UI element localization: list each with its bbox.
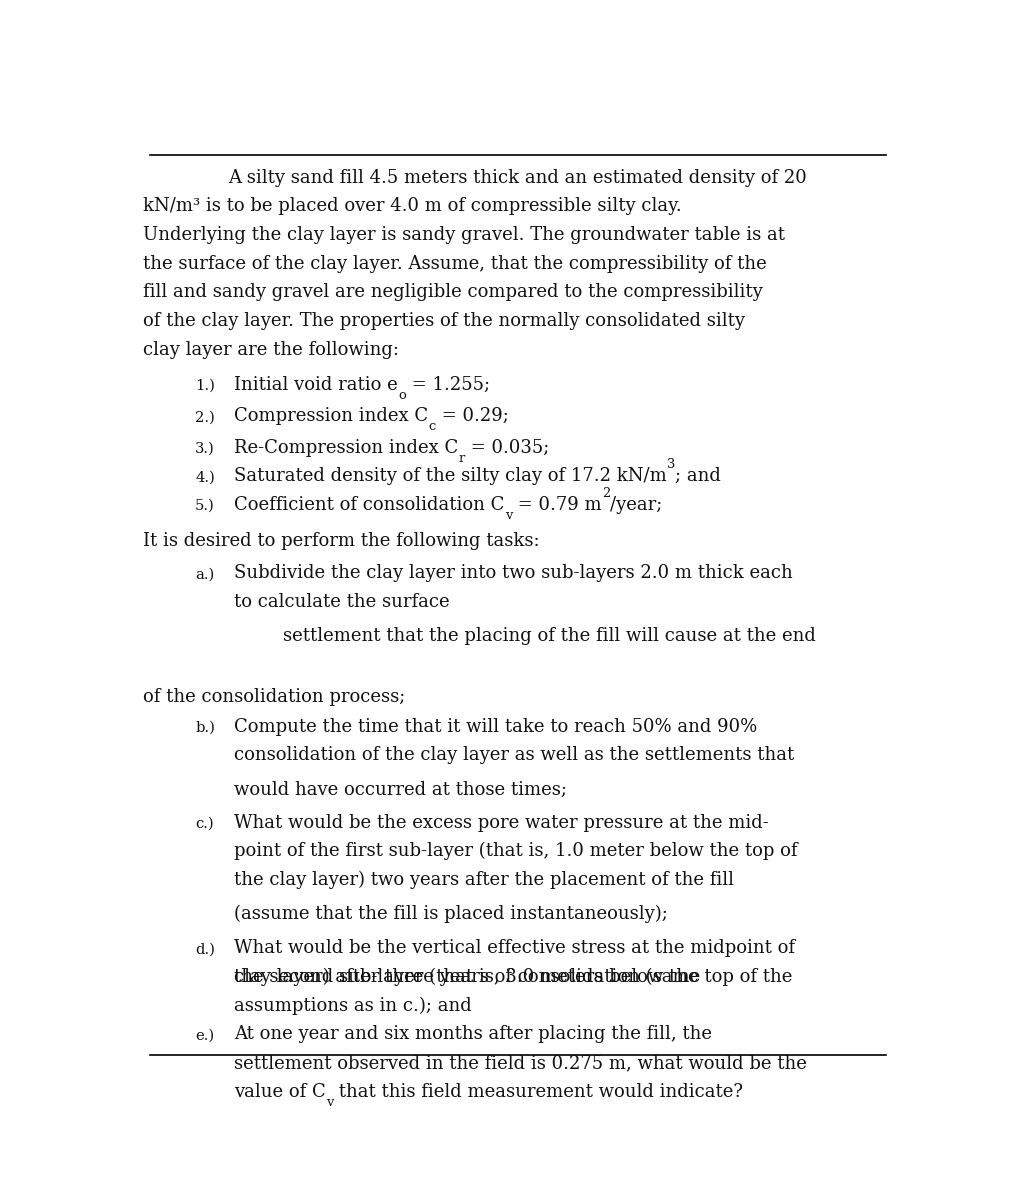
Text: d.): d.) [195,942,215,956]
Text: assumptions as in c.); and: assumptions as in c.); and [234,996,472,1015]
Text: = 1.255;: = 1.255; [406,376,490,394]
Text: /year;: /year; [610,496,663,514]
Text: It is desired to perform the following tasks:: It is desired to perform the following t… [143,532,540,550]
Text: kN/m³ is to be placed over 4.0 m of compressible silty clay.: kN/m³ is to be placed over 4.0 m of comp… [143,198,682,216]
Text: 3: 3 [667,458,676,472]
Text: fill and sandy gravel are negligible compared to the compressibility: fill and sandy gravel are negligible com… [143,283,764,301]
Text: What would be the excess pore water pressure at the mid-: What would be the excess pore water pres… [234,814,769,832]
Text: of the consolidation process;: of the consolidation process; [143,688,406,706]
Text: clay layer are the following:: clay layer are the following: [143,341,400,359]
Text: At one year and six months after placing the fill, the: At one year and six months after placing… [234,1025,712,1043]
Text: r: r [459,452,465,464]
Text: = 0.79 m: = 0.79 m [512,496,602,514]
Text: Saturated density of the silty clay of 17.2 kN/m: Saturated density of the silty clay of 1… [234,467,667,485]
Text: the second sub-layer (that is, 3.0 meters below the top of the: the second sub-layer (that is, 3.0 meter… [234,968,793,986]
Text: (assume that the fill is placed instantaneously);: (assume that the fill is placed instanta… [234,905,669,923]
Text: Compute the time that it will take to reach 50% and 90%: Compute the time that it will take to re… [234,718,758,736]
Text: 3.): 3.) [195,442,215,456]
Text: o: o [398,389,406,402]
Text: would have occurred at those times;: would have occurred at those times; [234,780,568,798]
Text: = 0.29;: = 0.29; [435,407,508,425]
Text: Subdivide the clay layer into two sub-layers 2.0 m thick each: Subdivide the clay layer into two sub-la… [234,564,793,582]
Text: the surface of the clay layer. Assume, that the compressibility of the: the surface of the clay layer. Assume, t… [143,254,768,272]
Text: consolidation of the clay layer as well as the settlements that: consolidation of the clay layer as well … [234,746,795,764]
Text: b.): b.) [195,721,215,734]
Text: value of C: value of C [234,1082,326,1100]
Text: What would be the vertical effective stress at the midpoint of: What would be the vertical effective str… [234,940,795,958]
Text: v: v [505,509,512,522]
Text: c.): c.) [195,817,214,830]
Text: Re-Compression index C: Re-Compression index C [234,439,459,457]
Text: A silty sand fill 4.5 meters thick and an estimated density of 20: A silty sand fill 4.5 meters thick and a… [228,169,807,187]
Text: 2.): 2.) [195,410,215,425]
Text: 4.): 4.) [195,470,215,485]
Text: that this field measurement would indicate?: that this field measurement would indica… [333,1082,743,1100]
Text: of the clay layer. The properties of the normally consolidated silty: of the clay layer. The properties of the… [143,312,745,330]
Text: point of the first sub-layer (that is, 1.0 meter below the top of: point of the first sub-layer (that is, 1… [234,842,798,860]
Text: a.): a.) [195,568,214,581]
Text: Initial void ratio e: Initial void ratio e [234,376,398,394]
Text: settlement observed in the field is 0.275 m, what would be the: settlement observed in the field is 0.27… [234,1054,807,1072]
Text: Coefficient of consolidation C: Coefficient of consolidation C [234,496,505,514]
Text: the clay layer) two years after the placement of the fill: the clay layer) two years after the plac… [234,871,734,889]
Text: c: c [428,420,435,433]
Text: 1.): 1.) [195,379,215,392]
Text: = 0.035;: = 0.035; [465,439,549,457]
Text: 2: 2 [602,487,610,500]
Text: settlement that the placing of the fill will cause at the end: settlement that the placing of the fill … [283,628,816,646]
Text: v: v [326,1096,333,1109]
Text: Compression index C: Compression index C [234,407,428,425]
Text: to calculate the surface: to calculate the surface [234,593,449,611]
Text: ; and: ; and [676,467,721,485]
Text: Underlying the clay layer is sandy gravel. The groundwater table is at: Underlying the clay layer is sandy grave… [143,226,786,244]
Text: clay layer) after three years of consolidation (same: clay layer) after three years of consoli… [234,968,701,986]
Text: 5.): 5.) [195,499,215,512]
Text: e.): e.) [195,1028,214,1043]
